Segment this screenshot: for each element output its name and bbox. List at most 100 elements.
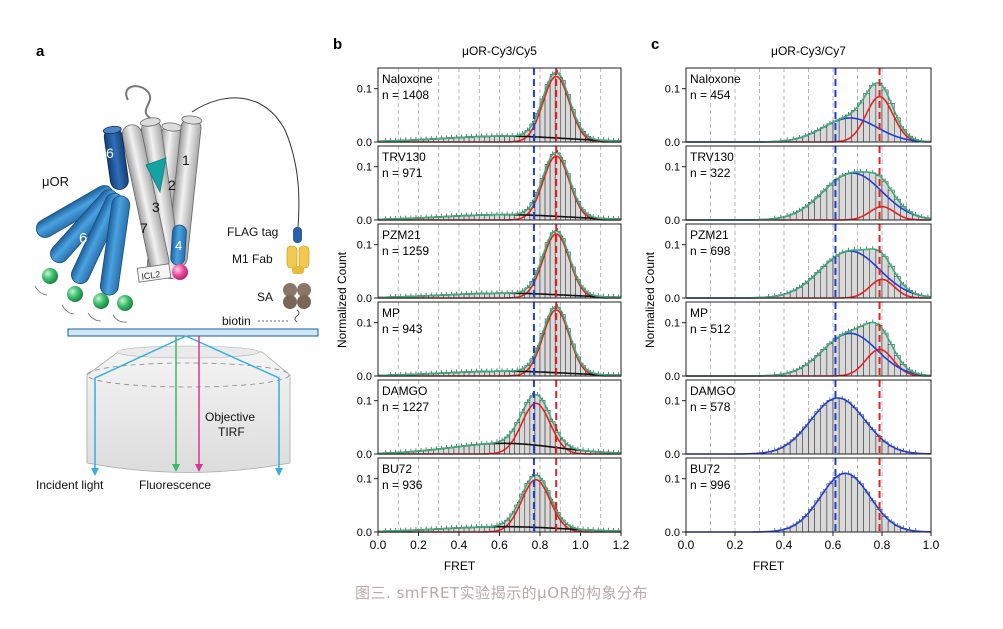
histogram-bar <box>549 74 556 143</box>
helix-label-1: 1 <box>182 152 190 168</box>
ecl-loop <box>125 85 151 119</box>
histogram-bar <box>851 407 858 455</box>
histogram-bar <box>845 250 852 299</box>
y-tick-label: 0.1 <box>357 84 372 96</box>
histogram-pzm21: 0.0 0.1 PZM21 n = 698 <box>665 223 932 305</box>
motion-arc-4 <box>112 314 128 323</box>
histogram-bar <box>820 126 828 143</box>
incident-arrow-left <box>91 468 99 476</box>
histogram-bar <box>494 135 500 143</box>
x-tick-label: 0.8 <box>874 538 891 552</box>
y-tick-label: 0.0 <box>357 215 372 227</box>
histogram-bu72: 0.0 0.1 BU72 n = 936 <box>357 457 622 539</box>
figure-caption: 图三. smFRET实验揭示的μOR的构象分布 <box>355 584 648 602</box>
flag-tag <box>293 227 302 243</box>
histogram-bar <box>826 260 834 299</box>
histogram-bar <box>820 349 828 377</box>
fit-total <box>377 151 622 221</box>
histogram-bar <box>826 123 834 143</box>
helix-6-state-4 <box>99 195 131 296</box>
histogram-bar <box>851 477 858 533</box>
x-tick-label: 0.0 <box>678 538 695 552</box>
y-tick-label: 0.0 <box>357 527 372 539</box>
motion-arc-2 <box>61 304 75 315</box>
histogram-bar <box>826 483 834 533</box>
y-tick-label: 0.0 <box>665 449 680 461</box>
panel-a: a <box>34 43 319 492</box>
histogram-label: MP <box>690 306 708 320</box>
histogram-bar <box>814 411 821 455</box>
histogram-bar <box>838 473 846 533</box>
histogram-bar <box>473 444 480 455</box>
histogram-naloxone: 0.0 0.1 Naloxone n = 1408 <box>357 67 622 149</box>
histogram-bar <box>857 249 864 299</box>
histogram-bar <box>863 422 870 455</box>
histogram-bar <box>453 446 460 455</box>
histogram-bar <box>869 248 877 299</box>
cy3-dye-3 <box>93 293 109 309</box>
y-tick-label: 0.1 <box>665 240 680 252</box>
fluorescence-magenta-arrow <box>195 464 203 472</box>
cy3-dye-1 <box>42 268 58 284</box>
histogram-bar <box>851 249 858 299</box>
objective <box>86 345 291 473</box>
fit-total <box>378 305 622 377</box>
histogram-bar <box>549 308 556 377</box>
histogram-bar <box>549 154 556 221</box>
histogram-damgo: 0.0 0.1 DAMGO n = 1227 <box>357 379 622 461</box>
histogram-bar <box>468 444 475 455</box>
histogram-label: DAMGO <box>382 384 427 398</box>
histogram-bar <box>826 184 834 221</box>
y-tick-label: 0.0 <box>357 371 372 383</box>
histogram-bar <box>802 426 809 455</box>
histogram-bar <box>838 117 846 143</box>
histogram-n: n = 322 <box>690 166 731 180</box>
fit-total <box>378 229 622 299</box>
incident-arrow-right <box>275 468 283 476</box>
fit-total <box>377 393 621 455</box>
y-tick-label: 0.1 <box>665 474 680 486</box>
histogram-damgo: 0.0 0.1 DAMGO n = 578 <box>665 379 932 461</box>
histogram-bar <box>534 475 541 533</box>
acceptor-dye <box>172 264 188 280</box>
panel-a-letter: a <box>36 43 45 60</box>
histogram-bar <box>808 419 815 455</box>
histogram-bar <box>857 171 864 221</box>
histogram-pzm21: 0.0 0.1 PZM21 n = 1259 <box>357 223 622 305</box>
fit-total <box>377 474 621 533</box>
motion-arc-1 <box>34 285 48 296</box>
helix-label-3: 3 <box>152 199 160 215</box>
m1-fab <box>286 245 310 274</box>
icl2-label: ICL2 <box>141 269 161 282</box>
histogram-bar <box>845 401 852 455</box>
histogram-label: MP <box>382 306 400 320</box>
histogram-n: n = 971 <box>382 166 423 180</box>
histogram-frame <box>377 145 622 221</box>
histogram-frame <box>685 67 932 143</box>
helix-label-6a: 6 <box>106 145 114 161</box>
y-tick-label: 0.1 <box>665 318 680 330</box>
histogram-bar <box>869 500 877 533</box>
streptavidin <box>283 283 311 309</box>
histogram-bar <box>869 322 877 377</box>
helix-label-2: 2 <box>168 177 176 193</box>
histogram-bar <box>838 175 846 221</box>
y-tick-label: 0.0 <box>665 527 680 539</box>
fluorescence-green-arrow <box>172 464 180 472</box>
histogram-frame <box>685 379 932 455</box>
y-tick-label: 0.1 <box>357 474 372 486</box>
histogram-frame <box>685 457 932 533</box>
y-tick-label: 0.0 <box>665 137 680 149</box>
y-tick-label: 0.0 <box>665 215 680 227</box>
y-tick-label: 0.1 <box>357 240 372 252</box>
histogram-label: TRV130 <box>382 150 426 164</box>
histogram-frame <box>377 223 622 299</box>
histogram-bar <box>463 445 470 455</box>
histogram-bar <box>814 196 821 221</box>
histogram-bar <box>820 491 828 533</box>
y-tick-label: 0.1 <box>357 396 372 408</box>
surface-slide <box>67 328 319 337</box>
y-tick-label: 0.0 <box>665 371 680 383</box>
histogram-bar <box>881 332 889 377</box>
